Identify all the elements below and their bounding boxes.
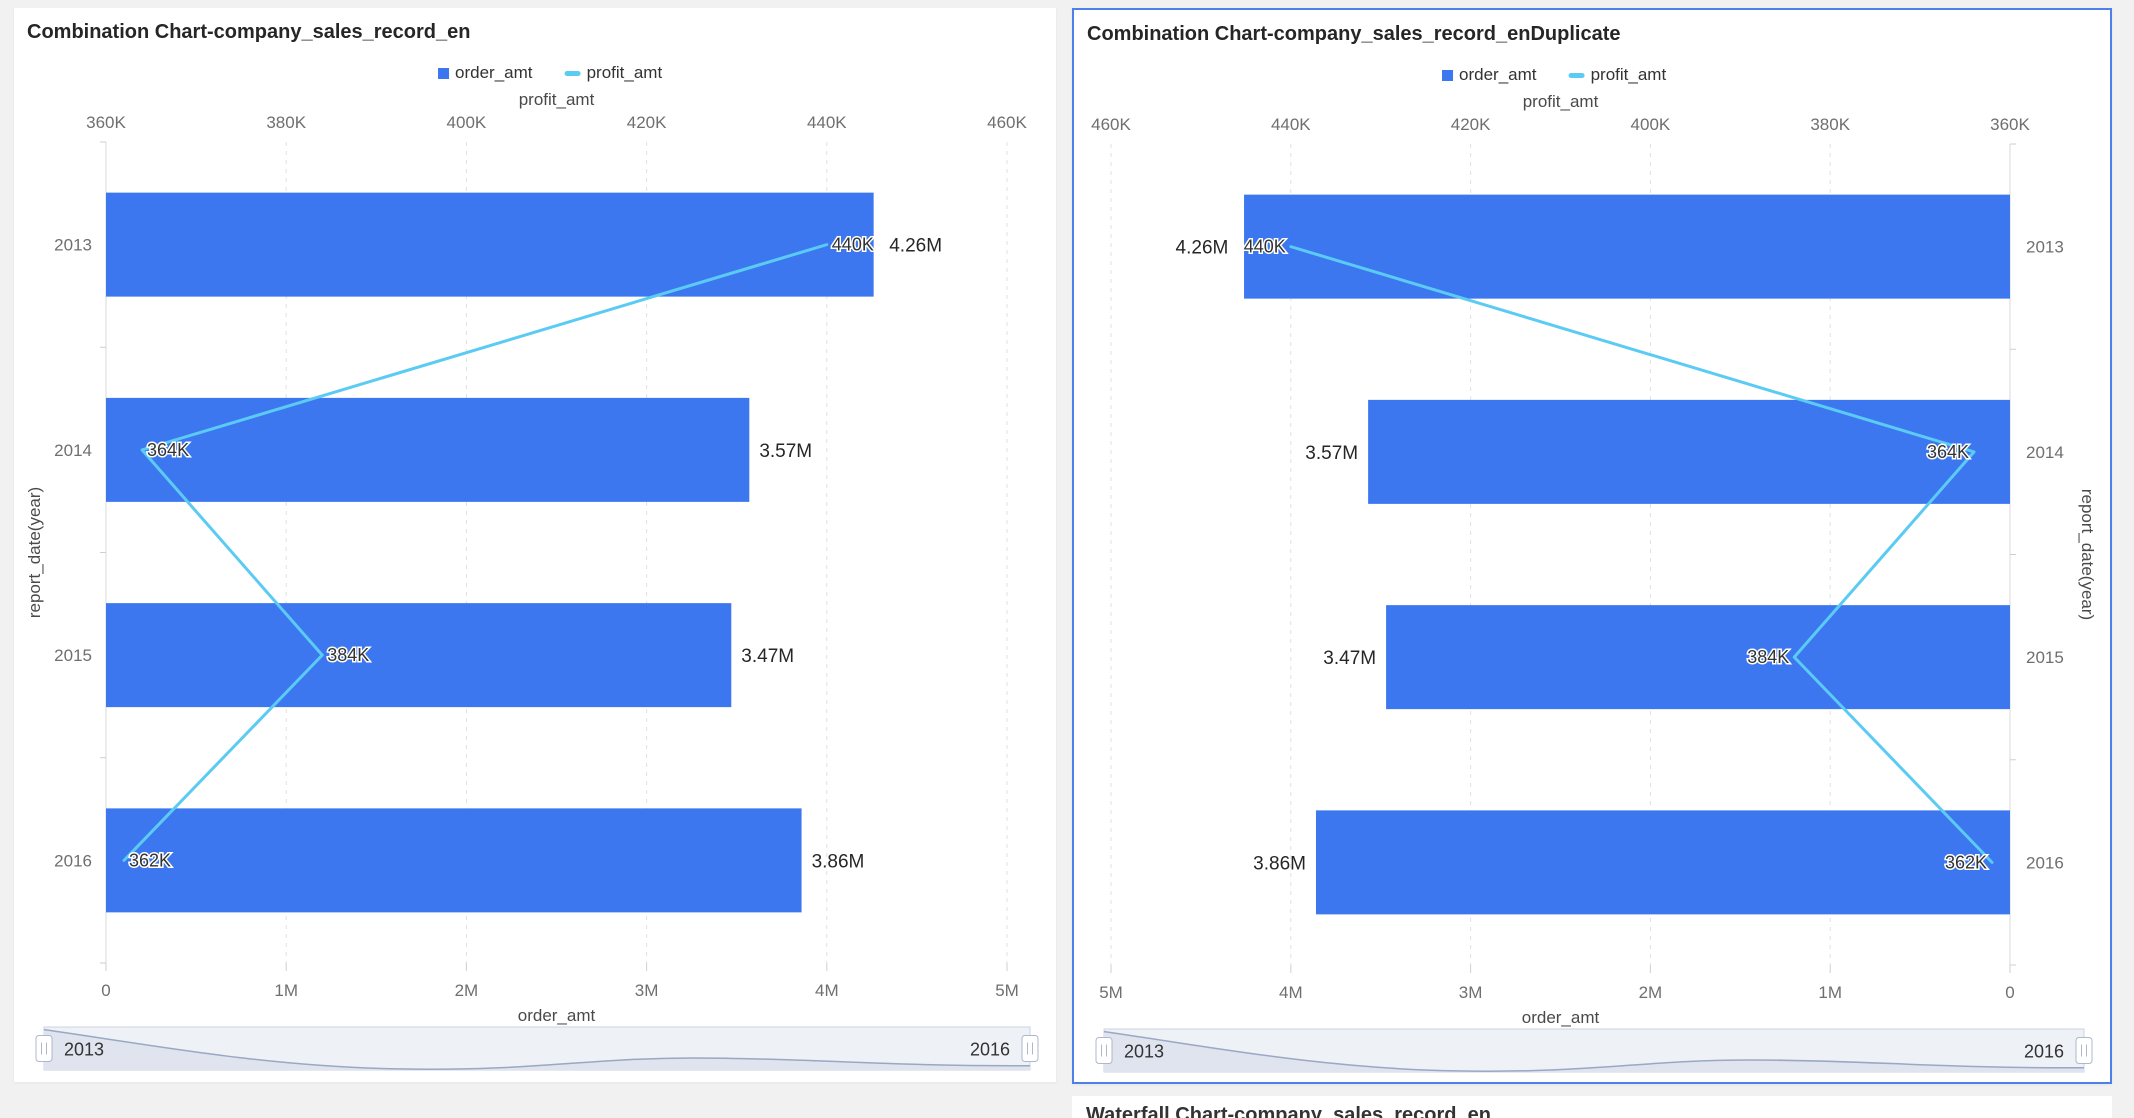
category-label: 2013 bbox=[54, 236, 92, 255]
bottom-axis-tick-label: 4M bbox=[1279, 983, 1303, 1002]
bottom-axis-tick-label: 3M bbox=[1459, 983, 1483, 1002]
slider-start-label: 2013 bbox=[1124, 1042, 1164, 1062]
bar-label-2013: 4.26M bbox=[1176, 238, 1229, 259]
profit-line[interactable] bbox=[1289, 245, 1994, 864]
bottom-axis-tick-label: 3M bbox=[635, 981, 659, 1000]
category-label: 2014 bbox=[2026, 443, 2064, 462]
legend-item-order-amt[interactable]: order_amt bbox=[455, 63, 533, 82]
top-axis-tick-label: 380K bbox=[266, 113, 306, 132]
combination-chart-2[interactable]: Combination Chart-company_sales_record_e… bbox=[1074, 10, 2110, 1082]
bar-label-2015: 3.47M bbox=[1323, 648, 1376, 669]
slider-handle-left[interactable] bbox=[35, 1035, 53, 1062]
line-label-2015: 384K bbox=[1747, 647, 1789, 667]
slider-data-preview-line bbox=[1103, 1030, 2085, 1072]
top-axis-tick-label: 400K bbox=[447, 113, 487, 132]
line-label-2014: 364K bbox=[147, 440, 189, 460]
legend-item-profit-amt[interactable]: profit_amt bbox=[1591, 65, 1667, 84]
top-axis-tick-label: 400K bbox=[1631, 115, 1671, 134]
category-label: 2014 bbox=[54, 441, 92, 460]
line-label-2013: 440K bbox=[832, 235, 874, 255]
slider-end-label: 2016 bbox=[2024, 1042, 2064, 1062]
category-axis-title: report_date(year) bbox=[25, 487, 44, 618]
bottom-axis-tick-label: 0 bbox=[101, 981, 110, 1000]
slider-data-preview-line bbox=[43, 1028, 1031, 1070]
bottom-axis-title: order_amt bbox=[1522, 1008, 1600, 1027]
slider-handle-left-grip[interactable] bbox=[1095, 1037, 1113, 1064]
slider-handle-left-grip[interactable] bbox=[35, 1035, 53, 1062]
bottom-axis-title: order_amt bbox=[518, 1006, 596, 1025]
top-axis-tick-label: 420K bbox=[627, 113, 667, 132]
line-label-2016: 362K bbox=[129, 850, 171, 870]
bar-2013[interactable] bbox=[106, 192, 874, 297]
bar-2015[interactable] bbox=[106, 603, 732, 708]
slider-handle-right[interactable] bbox=[1021, 1035, 1039, 1062]
category-label: 2016 bbox=[2026, 853, 2064, 872]
legend-item-order-amt[interactable]: order_amt bbox=[1459, 65, 1537, 84]
slider-handle-left[interactable] bbox=[1095, 1037, 1113, 1064]
chart-panel-2-selected[interactable]: Combination Chart-company_sales_record_e… bbox=[1072, 8, 2112, 1084]
category-label: 2015 bbox=[2026, 648, 2064, 667]
category-label: 2016 bbox=[54, 851, 92, 870]
legend-profit-amt-marker-icon bbox=[564, 71, 581, 76]
bottom-axis-tick-label: 2M bbox=[455, 981, 479, 1000]
slider-start-label: 2013 bbox=[64, 1040, 104, 1060]
bottom-axis-tick-label: 4M bbox=[815, 981, 839, 1000]
bar-2016[interactable] bbox=[1315, 810, 2010, 915]
line-label-2014: 364K bbox=[1927, 442, 1969, 462]
bar-2015[interactable] bbox=[1386, 605, 2010, 710]
top-axis-title: profit_amt bbox=[519, 90, 595, 109]
bar-label-2014: 3.57M bbox=[1305, 443, 1358, 464]
next-chart-panel[interactable]: Waterfall Chart-company_sales_record_en bbox=[1072, 1096, 2112, 1118]
bottom-axis-tick-label: 1M bbox=[274, 981, 298, 1000]
top-axis-tick-label: 460K bbox=[987, 113, 1027, 132]
bar-2013[interactable] bbox=[1244, 194, 2010, 299]
line-label-2013: 440K bbox=[1244, 237, 1286, 257]
bar-2014[interactable] bbox=[1368, 399, 2010, 504]
category-axis-title: report_date(year) bbox=[2078, 489, 2097, 620]
line-label-2015: 384K bbox=[327, 645, 369, 665]
top-axis-tick-label: 360K bbox=[86, 113, 126, 132]
top-axis-tick-label: 380K bbox=[1810, 115, 1850, 134]
top-axis-tick-label: 460K bbox=[1091, 115, 1131, 134]
slider-end-label: 2016 bbox=[970, 1040, 1010, 1060]
legend-item-profit-amt[interactable]: profit_amt bbox=[587, 63, 663, 82]
bottom-axis-tick-label: 5M bbox=[995, 981, 1019, 1000]
top-axis-tick-label: 360K bbox=[1990, 115, 2030, 134]
legend-profit-amt-marker-icon bbox=[1568, 73, 1585, 78]
bottom-axis-tick-label: 5M bbox=[1099, 983, 1123, 1002]
top-axis-tick-label: 440K bbox=[1271, 115, 1311, 134]
bottom-axis-tick-label: 0 bbox=[2005, 983, 2014, 1002]
bar-label-2013: 4.26M bbox=[889, 236, 942, 257]
bar-label-2016: 3.86M bbox=[812, 851, 865, 872]
bar-2014[interactable] bbox=[106, 397, 750, 502]
datazoom-slider[interactable]: 2013 2016 bbox=[35, 1026, 1039, 1071]
line-label-2016: 362K bbox=[1945, 852, 1987, 872]
chart-title: Combination Chart-company_sales_record_e… bbox=[27, 21, 470, 43]
bottom-axis-tick-label: 2M bbox=[1639, 983, 1663, 1002]
top-axis-tick-label: 420K bbox=[1451, 115, 1491, 134]
slider-handle-right[interactable] bbox=[2075, 1037, 2093, 1064]
bar-label-2014: 3.57M bbox=[759, 441, 812, 462]
datazoom-slider[interactable]: 2013 2016 bbox=[1095, 1028, 2093, 1073]
combination-chart-1[interactable]: Combination Chart-company_sales_record_e… bbox=[14, 8, 1056, 1082]
top-axis-tick-label: 440K bbox=[807, 113, 847, 132]
chart-title: Combination Chart-company_sales_record_e… bbox=[1087, 23, 1620, 45]
legend-order-amt-marker-icon bbox=[1442, 70, 1454, 81]
bottom-axis-tick-label: 1M bbox=[1818, 983, 1842, 1002]
slider-handle-right-grip[interactable] bbox=[1021, 1035, 1039, 1062]
category-label: 2013 bbox=[2026, 238, 2064, 257]
bar-label-2016: 3.86M bbox=[1253, 853, 1306, 874]
bar-2016[interactable] bbox=[106, 808, 802, 913]
chart-panel-1[interactable]: Combination Chart-company_sales_record_e… bbox=[14, 8, 1056, 1082]
legend-order-amt-marker-icon bbox=[438, 68, 450, 79]
profit-line[interactable] bbox=[122, 243, 829, 862]
category-label: 2015 bbox=[54, 646, 92, 665]
next-chart-title: Waterfall Chart-company_sales_record_en bbox=[1086, 1104, 1491, 1118]
top-axis-title: profit_amt bbox=[1523, 92, 1599, 111]
bar-label-2015: 3.47M bbox=[741, 646, 794, 667]
slider-handle-right-grip[interactable] bbox=[2075, 1037, 2093, 1064]
